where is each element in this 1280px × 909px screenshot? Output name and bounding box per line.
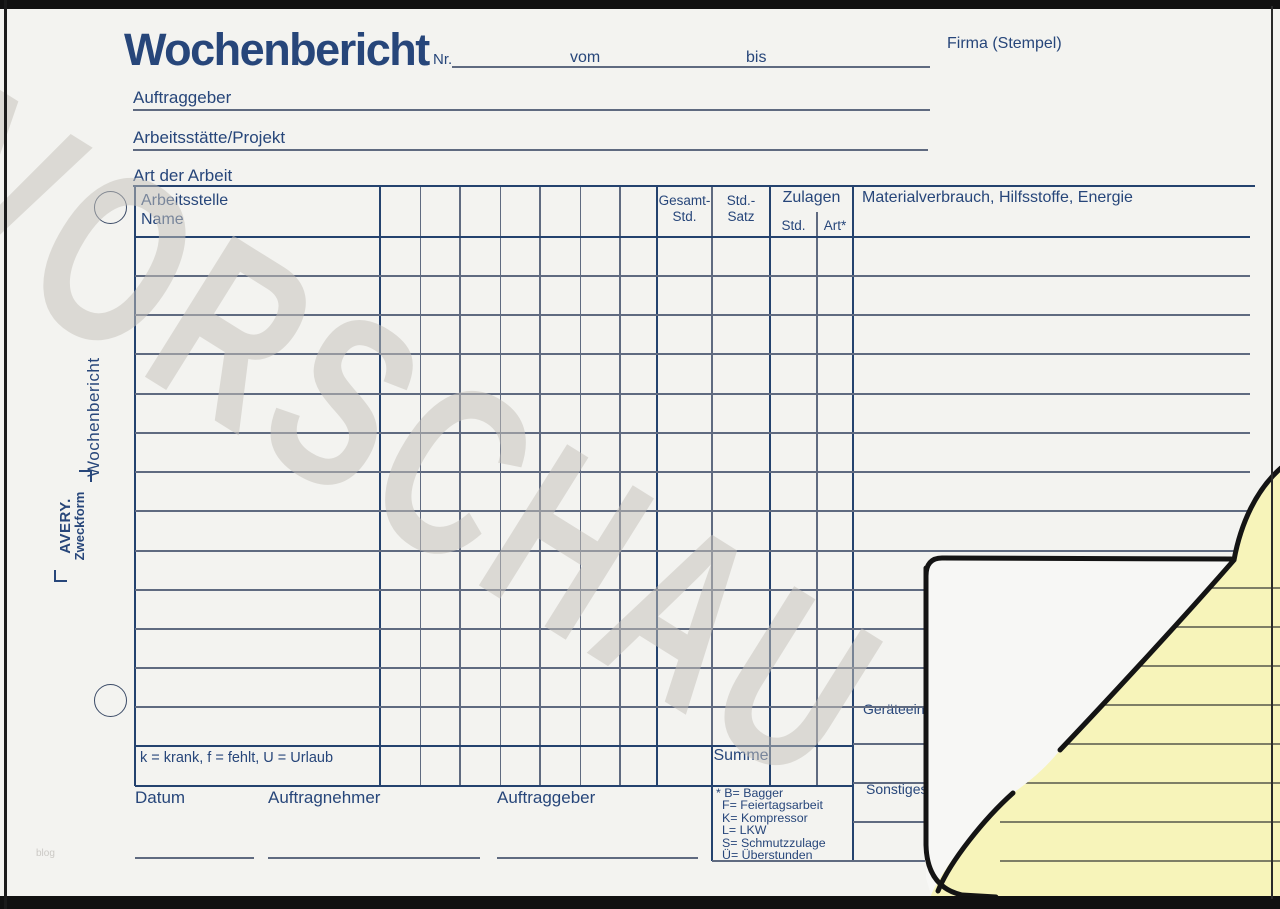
firma-stempel-label: Firma (Stempel) xyxy=(947,35,1062,52)
grid-line xyxy=(135,628,1250,630)
legend-item: L= LKW xyxy=(722,823,767,838)
grid-line xyxy=(853,821,925,823)
grid-line xyxy=(711,186,713,746)
art-der-arbeit-label: Art der Arbeit xyxy=(133,166,233,185)
punch-hole-bottom xyxy=(94,684,127,717)
zulagen-header: Zulagen xyxy=(782,189,841,206)
carbon-copy-sheet xyxy=(931,470,1280,897)
zulagen-art-subheader: Art* xyxy=(823,218,847,233)
grid-line xyxy=(135,353,1250,355)
vertical-form-title: Wochenbericht xyxy=(84,357,103,477)
legend-item: K= Kompressor xyxy=(722,810,808,825)
punch-hole-top xyxy=(94,191,127,224)
grid-line xyxy=(619,186,621,786)
satz-line2: Satz xyxy=(727,209,755,224)
grid-line xyxy=(419,186,421,786)
photo-credit: blog xyxy=(36,848,55,859)
avery-zweckform-logo: AVERY. Zweckform xyxy=(57,472,89,580)
frame-line-right xyxy=(1271,6,1273,899)
grid-line xyxy=(135,744,853,748)
gesamt-std-header: Gesamt- Std. xyxy=(657,193,712,225)
grid-line xyxy=(135,471,1250,473)
grid-line xyxy=(135,275,1250,277)
curl-left-edge xyxy=(923,565,999,900)
zulagen-std-subheader: Std. xyxy=(781,218,806,233)
arbeitsstaette-projekt-label: Arbeitsstätte/Projekt xyxy=(133,128,286,147)
grid-line xyxy=(268,857,480,859)
name-column-header-line2: Name xyxy=(141,211,184,228)
grid-line xyxy=(135,589,1250,591)
grid-line xyxy=(134,186,136,786)
grid-line xyxy=(133,184,1255,188)
grid-line xyxy=(459,186,461,786)
name-column-header: Arbeitsstelle Name xyxy=(141,191,228,229)
frame-bar-bottom xyxy=(0,896,1280,909)
legend-item: F= Feiertagsarbeit xyxy=(722,798,823,813)
legend-item: Ü= Überstunden xyxy=(722,848,813,863)
gesamt-line2: Std. xyxy=(672,209,697,224)
curl-crease-upper xyxy=(1057,465,1280,753)
grid-line xyxy=(135,667,1250,669)
form-title: Wochenbericht xyxy=(124,24,430,75)
grid-line xyxy=(497,857,698,859)
grid-line xyxy=(135,550,1250,552)
page-curl-graphic xyxy=(923,465,1280,900)
material-column-header: Materialverbrauch, Hilfsstoffe, Energie xyxy=(862,189,1133,206)
grid-line xyxy=(135,857,254,859)
grid-line xyxy=(579,186,581,786)
legend-item: * B= Bagger xyxy=(716,786,784,800)
summe-label: Summe xyxy=(713,747,769,764)
auftraggeber-signature-label: Auftraggeber xyxy=(497,788,596,807)
bis-label: bis xyxy=(746,49,767,66)
grid-line xyxy=(655,186,659,786)
frame-line-left xyxy=(4,0,7,909)
grid-line xyxy=(133,109,930,111)
grid-line xyxy=(712,860,925,862)
grid-line xyxy=(853,782,925,784)
grid-line xyxy=(135,784,853,788)
grid-line xyxy=(499,186,501,786)
grid-line xyxy=(851,186,855,861)
absence-key-note: k = krank, f = fehlt, U = Urlaub xyxy=(140,750,334,766)
zulagen-legend: * B= Bagger F= Feiertagsarbeit K= Kompress… xyxy=(716,786,851,863)
grid-line xyxy=(853,743,925,745)
legend-item: S= Schmutzzulage xyxy=(722,835,826,850)
grid-line xyxy=(816,212,818,786)
grid-line xyxy=(379,186,381,786)
grid-line xyxy=(135,706,1250,708)
brand-name-zweckform: Zweckform xyxy=(72,491,87,561)
std-satz-header: Std.- Satz xyxy=(712,193,770,225)
grid-line xyxy=(135,393,1250,395)
vom-label: vom xyxy=(570,49,601,66)
sonstiges-label: Sonstiges xyxy=(866,781,928,797)
grid-line xyxy=(135,510,1250,512)
name-column-header-line1: Arbeitsstelle xyxy=(141,192,229,209)
gesamt-line1: Gesamt- xyxy=(658,193,711,208)
grid-line xyxy=(133,149,928,151)
satz-line1: Std.- xyxy=(726,193,756,208)
grid-line xyxy=(769,186,771,786)
page-curl-edges xyxy=(923,465,1280,900)
datum-label: Datum xyxy=(135,788,186,807)
nr-label: Nr. xyxy=(433,51,453,68)
auftraggeber-label: Auftraggeber xyxy=(133,88,232,107)
grid-line xyxy=(710,746,714,861)
grid-line xyxy=(539,186,541,786)
curl-crease-lower xyxy=(935,790,1016,894)
brand-name-avery: AVERY. xyxy=(57,498,74,554)
grid-line xyxy=(135,432,1250,434)
grid-line xyxy=(135,235,1250,239)
frame-bar-top xyxy=(0,0,1280,9)
auftragnehmer-label: Auftragnehmer xyxy=(268,788,381,807)
grid-line xyxy=(452,66,930,68)
grid-line xyxy=(135,314,1250,316)
